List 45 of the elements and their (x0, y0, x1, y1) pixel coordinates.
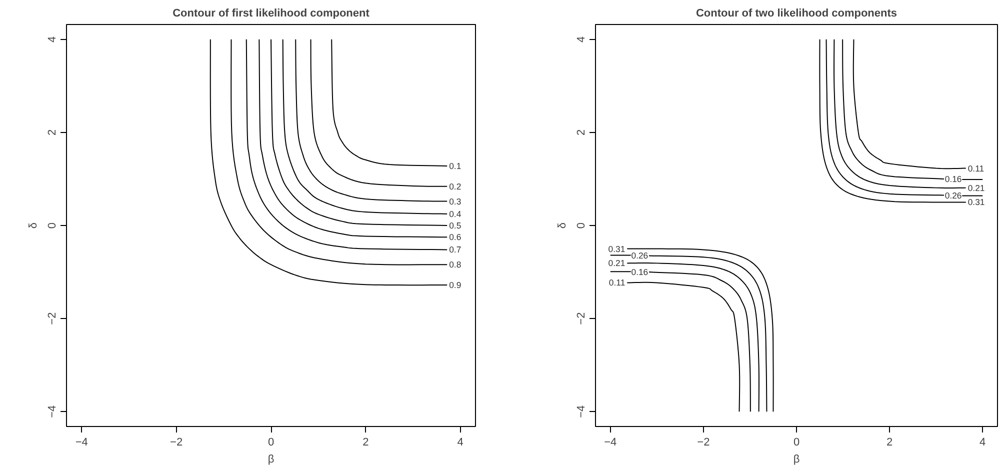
x-tick-label: 4 (980, 436, 986, 448)
series-label: 0.31 (968, 197, 985, 208)
x-tick-label: 2 (362, 436, 369, 448)
series-label: 0.11 (608, 278, 626, 288)
series-label: 0.9 (449, 280, 462, 290)
series-label: 0.16 (944, 174, 962, 184)
x-tick-label: −4 (75, 436, 88, 448)
series-label: 0.7 (449, 244, 462, 255)
chart-title: Contour of first likelihood component (172, 8, 370, 20)
series-label: 0.11 (968, 163, 984, 174)
x-tick-label: 0 (268, 436, 274, 448)
y-tick-label: 2 (576, 129, 588, 136)
y-axis-title: δ (28, 222, 40, 229)
y-tick-label: 4 (576, 36, 588, 42)
series-label: 0.3 (449, 196, 462, 206)
series-label: 0.31 (608, 244, 626, 254)
y-tick-label: −4 (46, 405, 58, 418)
x-axis-title: β (793, 454, 800, 466)
y-tick-label: 0 (576, 222, 588, 229)
y-axis-title: δ (556, 222, 568, 229)
y-tick-label: −2 (576, 312, 588, 325)
x-tick-label: −4 (604, 436, 617, 448)
x-axis-title: β (268, 454, 274, 466)
y-tick-label: 4 (46, 36, 58, 42)
series-label: 0.4 (449, 208, 462, 219)
chart-title: Contour of two likelihood components (696, 8, 898, 20)
y-tick-label: 2 (46, 129, 58, 136)
x-tick-label: −2 (697, 436, 710, 448)
series-label: 0.16 (631, 266, 648, 277)
series-label: 0.2 (449, 181, 462, 192)
series-label: 0.26 (631, 250, 648, 261)
y-tick-label: −4 (576, 405, 588, 418)
series-label: 0.26 (944, 190, 962, 200)
series-label: 0.21 (608, 258, 626, 268)
series-label: 0.8 (449, 260, 462, 270)
y-tick-label: 0 (46, 222, 58, 229)
y-tick-label: −2 (46, 312, 58, 325)
x-tick-label: 4 (457, 436, 464, 448)
x-tick-label: 0 (793, 436, 800, 448)
x-tick-label: −2 (170, 436, 183, 448)
x-tick-label: 2 (886, 436, 893, 448)
series-label: 0.6 (449, 232, 462, 242)
series-label: 0.5 (449, 220, 462, 230)
series-label: 0.1 (449, 160, 462, 171)
series-label: 0.21 (968, 182, 985, 193)
